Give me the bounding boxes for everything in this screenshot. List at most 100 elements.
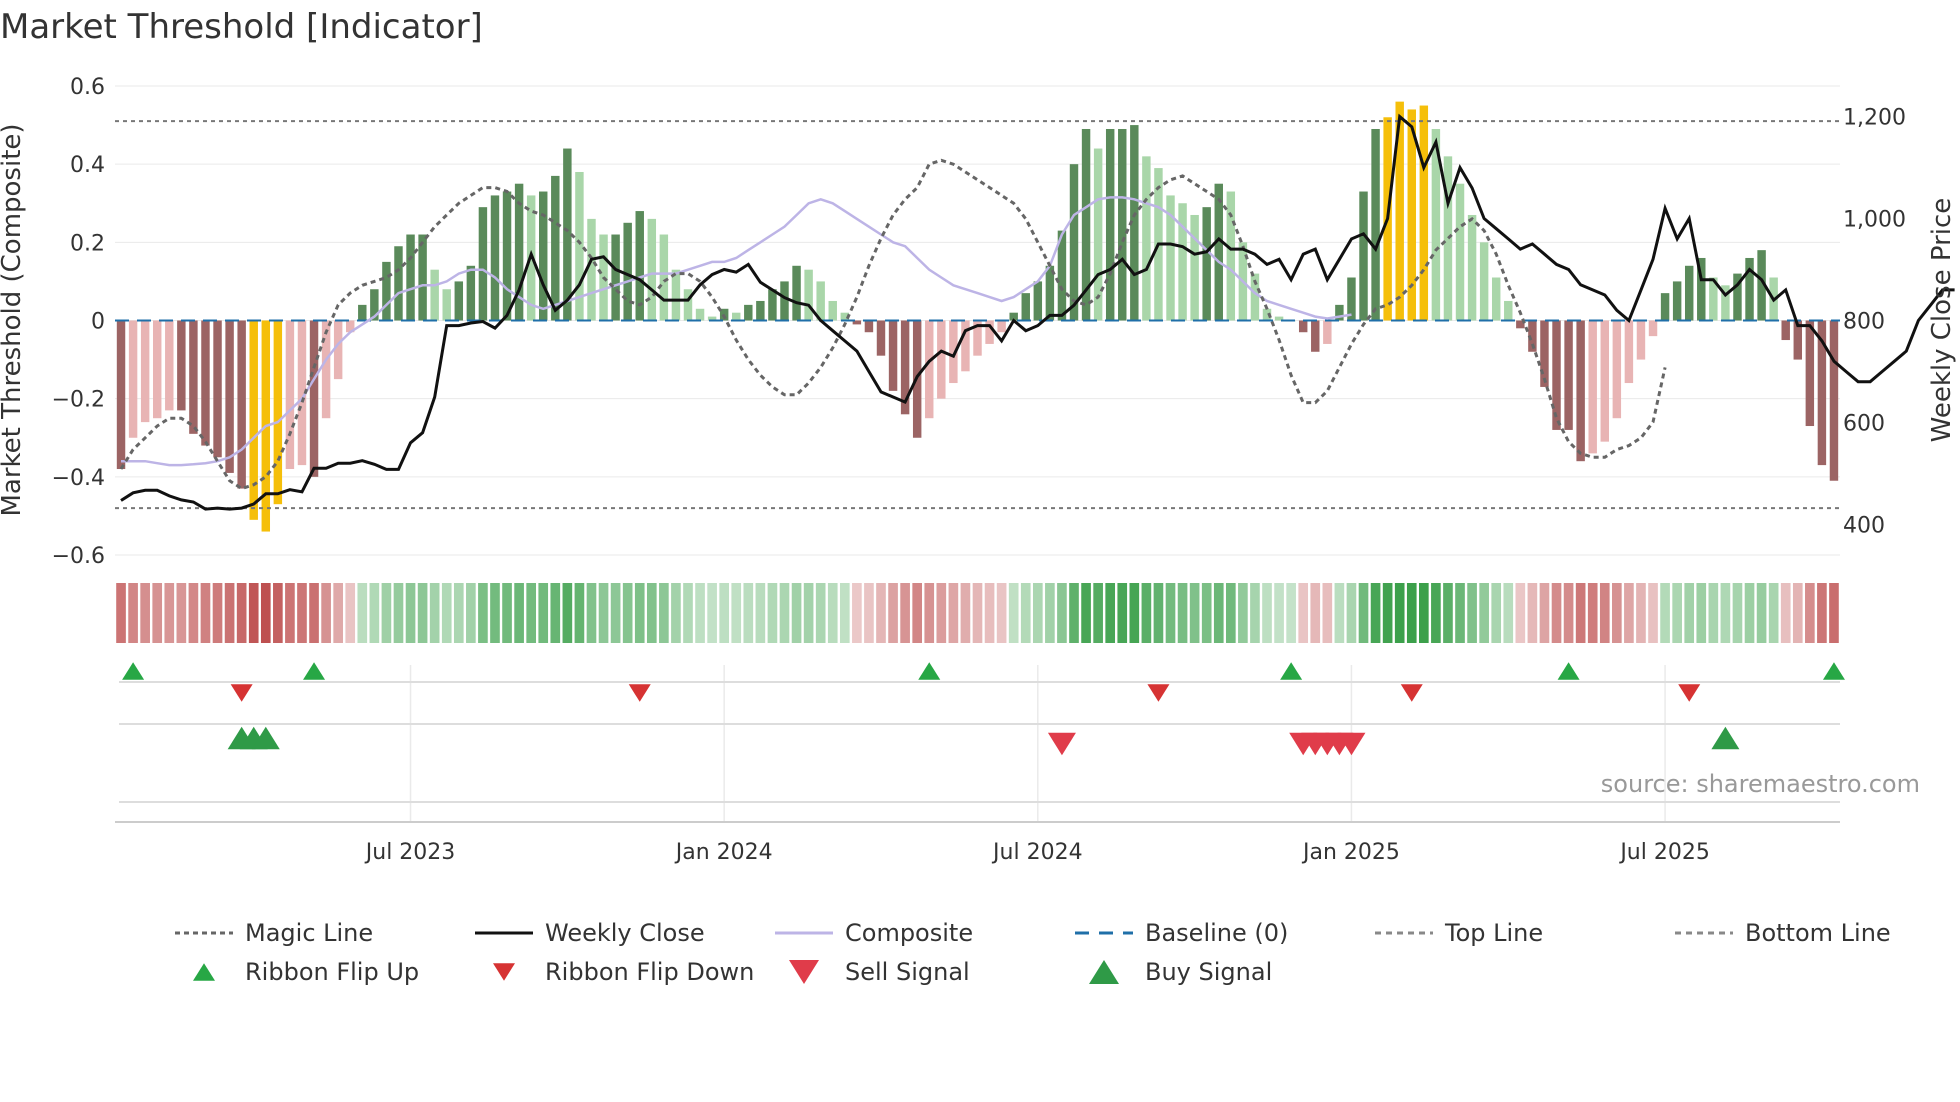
- composite-bar: [1636, 320, 1646, 360]
- ribbon-cell: [960, 583, 971, 643]
- ribbon-cell: [1008, 583, 1019, 643]
- composite-bar: [1684, 265, 1694, 321]
- composite-bar: [189, 320, 198, 434]
- ribbon-cell: [393, 583, 404, 643]
- composite-bar: [937, 320, 946, 399]
- composite-bar: [454, 281, 464, 321]
- composite-bar: [1093, 148, 1103, 321]
- ribbon-cell: [550, 583, 561, 643]
- composite-bar: [418, 234, 427, 321]
- ribbon-cell: [116, 583, 126, 643]
- ribbon-cell: [1443, 583, 1453, 643]
- composite-bar: [1829, 320, 1839, 481]
- ribbon-cell: [683, 583, 693, 643]
- ribbon-cell: [707, 583, 717, 643]
- composite-bar: [116, 320, 126, 470]
- composite-bar: [852, 320, 862, 325]
- ribbon-cell: [864, 583, 874, 643]
- chart-title: Market Threshold [Indicator]: [0, 7, 483, 47]
- composite-bar: [587, 218, 596, 321]
- ribbon-cell: [936, 583, 947, 643]
- composite-bar: [177, 320, 186, 411]
- ribbon-cell: [1069, 583, 1079, 643]
- ribbon-cell: [285, 583, 295, 643]
- composite-bar: [900, 320, 910, 415]
- composite-bar: [201, 320, 210, 446]
- legend: Magic Line Weekly Close Composite Baseline …: [175, 919, 1891, 986]
- ribbon-cell: [671, 583, 681, 643]
- composite-bar: [876, 320, 886, 356]
- ribbon-cell: [598, 583, 609, 643]
- composite-bar: [1069, 164, 1079, 321]
- composite-bar: [1540, 320, 1549, 387]
- legend-label: Buy Signal: [1145, 958, 1272, 986]
- y2-tick-label: 1,000: [1843, 208, 1906, 233]
- legend-label: Top Line: [1444, 919, 1543, 947]
- composite-bar: [804, 269, 813, 321]
- ribbon-cell: [1346, 583, 1357, 643]
- chart-lines: [115, 113, 1955, 511]
- legend-label: Ribbon Flip Up: [245, 958, 419, 986]
- composite-bar: [1588, 320, 1597, 454]
- composite-bar: [1226, 191, 1236, 321]
- ribbon-cell: [1817, 583, 1827, 643]
- composite-bar: [442, 289, 451, 321]
- legend-label: Weekly Close: [545, 919, 705, 947]
- ribbon-flip-up-marker: [918, 662, 941, 680]
- ribbon-cell: [1165, 583, 1176, 643]
- ribbon-flip-up-marker: [1822, 662, 1845, 680]
- ribbon-cell: [779, 583, 790, 643]
- ribbon-cell: [1599, 583, 1610, 643]
- ribbon-cell: [755, 583, 766, 643]
- composite-bar: [1371, 128, 1380, 321]
- ribbon-cell: [1093, 583, 1103, 643]
- ribbon-cell: [1491, 583, 1502, 643]
- composite-bar: [683, 289, 693, 321]
- ribbon-cell: [502, 583, 512, 643]
- ribbon-cell: [381, 583, 392, 643]
- axes: 0.6 0.4 0.2 0 −0.2 −0.4 −0.6 1,200 1,000 800 600 40…: [52, 75, 1906, 865]
- buy-signal-marker: [1711, 726, 1740, 750]
- composite-bar: [768, 289, 777, 321]
- composite-bar: [152, 320, 162, 419]
- ribbon-flip-down-marker: [1400, 684, 1423, 702]
- ribbon-flip-down-marker: [1678, 684, 1701, 702]
- ribbon-cell: [128, 583, 138, 643]
- ribbon-cell: [1358, 583, 1369, 643]
- composite-bar: [1624, 320, 1634, 384]
- y-tick-label: −0.2: [52, 388, 105, 413]
- ribbon-flip-down-marker: [628, 684, 651, 702]
- x-tick-label: Jul 2023: [364, 840, 456, 865]
- composite-bar: [1467, 214, 1477, 321]
- ribbon-cell: [1563, 583, 1574, 643]
- composite-bar: [732, 312, 741, 321]
- composite-bar: [635, 211, 644, 321]
- composite-bar: [1431, 128, 1441, 321]
- ribbon-cell: [1117, 583, 1128, 643]
- composite-bar: [165, 320, 174, 411]
- composite-line: [121, 196, 1352, 467]
- ribbon-cell: [562, 583, 573, 643]
- composite-bar: [1009, 312, 1018, 321]
- ribbon-cell: [1805, 583, 1815, 643]
- ribbon-cell: [1406, 583, 1417, 643]
- composite-bar: [1359, 191, 1368, 321]
- composite-bar: [1697, 257, 1706, 321]
- ribbon-cell: [803, 583, 814, 643]
- ribbon-cell: [622, 583, 633, 643]
- composite-bar: [514, 183, 524, 321]
- ribbon-cell: [1551, 583, 1562, 643]
- composite-bar: [623, 222, 632, 321]
- composite-bar: [997, 320, 1006, 333]
- composite-bar: [864, 320, 874, 333]
- ribbon-cell: [1744, 583, 1755, 643]
- composite-bar: [213, 320, 222, 458]
- composite-bar: [225, 320, 234, 473]
- ribbon-cell: [1539, 583, 1550, 643]
- composite-bar: [273, 320, 283, 505]
- ribbon-cell: [791, 583, 802, 643]
- composite-bar: [792, 265, 801, 321]
- composite-bar: [1298, 320, 1308, 333]
- composite-bar: [1118, 128, 1127, 321]
- composite-bar: [1709, 277, 1718, 321]
